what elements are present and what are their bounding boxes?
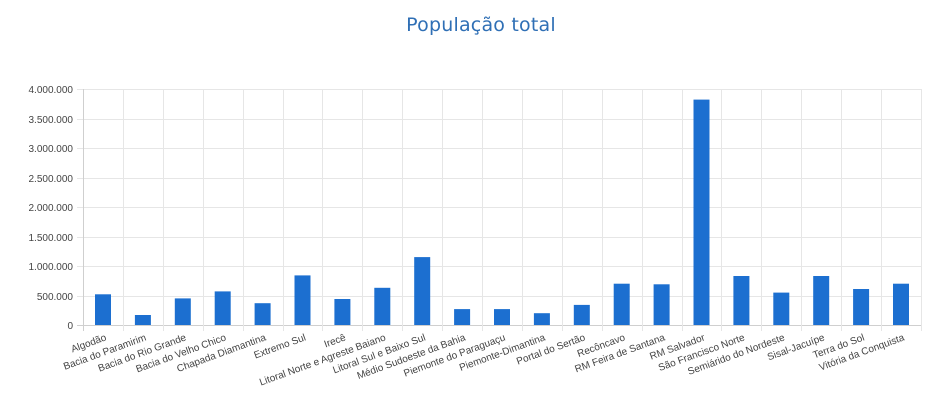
bar[interactable] [254, 303, 271, 325]
bar[interactable] [454, 309, 471, 325]
y-tick-label: 0 [67, 321, 73, 332]
bar[interactable] [414, 257, 431, 325]
bar[interactable] [853, 289, 870, 325]
y-tick-label: 2.000.000 [29, 203, 74, 214]
bar[interactable] [773, 292, 790, 325]
y-tick-label: 4.000.000 [29, 85, 74, 96]
bar[interactable] [334, 299, 351, 325]
y-tick-label: 1.500.000 [29, 233, 74, 244]
y-tick-label: 3.000.000 [29, 144, 74, 155]
y-tick-label: 3.500.000 [29, 115, 74, 126]
bar[interactable] [174, 298, 191, 325]
bar[interactable] [813, 276, 830, 325]
y-tick-label: 2.500.000 [29, 174, 74, 185]
bar[interactable] [533, 313, 550, 325]
bar[interactable] [573, 304, 590, 325]
bar[interactable] [494, 309, 510, 325]
bar[interactable] [134, 315, 151, 325]
bar[interactable] [95, 294, 111, 325]
chart-title: População total [406, 14, 556, 36]
y-tick-label: 1.000.000 [29, 262, 74, 273]
bar[interactable] [294, 275, 311, 325]
bar[interactable] [214, 291, 231, 325]
bar[interactable] [693, 99, 710, 325]
bar[interactable] [893, 283, 909, 325]
bar[interactable] [374, 287, 391, 325]
bar[interactable] [733, 276, 750, 325]
bar[interactable] [653, 284, 670, 325]
y-tick-label: 500.000 [37, 292, 74, 303]
bar[interactable] [613, 283, 630, 325]
